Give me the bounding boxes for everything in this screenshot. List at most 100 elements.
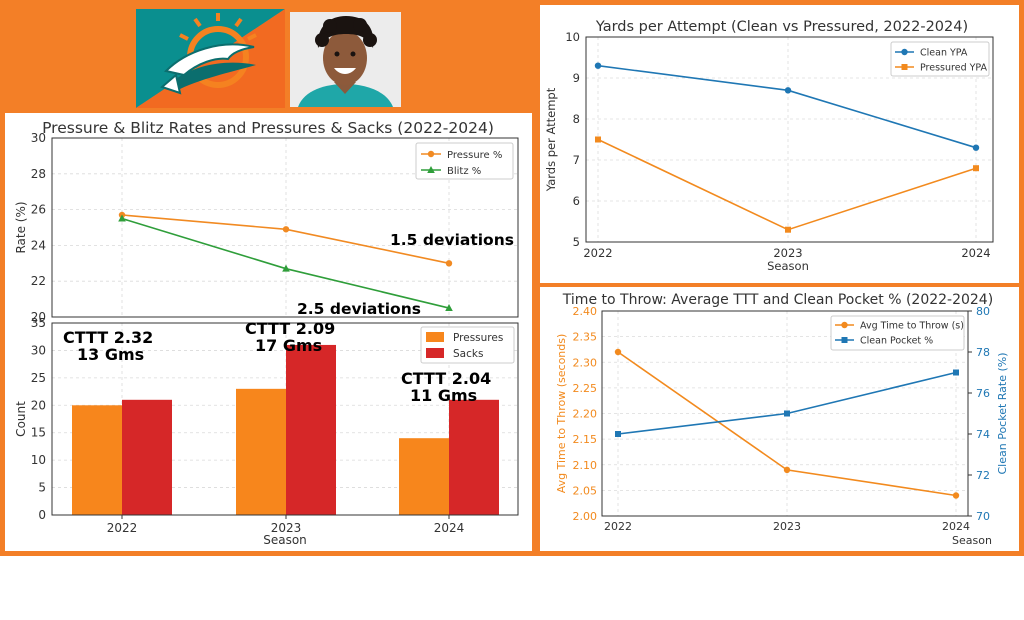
rates-y-tick-label: 28	[31, 167, 46, 181]
ttt-y-tick-label: 2.20	[573, 408, 598, 421]
counts-y-tick-label: 30	[31, 343, 46, 357]
counts-annotation-cttt: CTTT 2.32	[63, 328, 153, 347]
ttt-legend-label: Clean Pocket %	[860, 336, 933, 347]
ypa-legend-marker	[901, 64, 908, 70]
rates-legend-label: Pressure %	[447, 150, 502, 161]
rates-y-tick-label: 24	[31, 238, 46, 252]
ypa-y-tick-label: 5	[573, 235, 580, 249]
ttt-y-tick-label: 2.15	[573, 433, 598, 446]
ttt-chart-panel: Time to Throw: Average TTT and Clean Poc…	[540, 287, 1019, 551]
ttt-x-tick-label: 2022	[604, 520, 632, 533]
counts-bar-0-1	[236, 388, 286, 515]
ttt-y-right-tick-label: 76	[976, 387, 990, 400]
counts-bar-1-1	[286, 344, 336, 515]
counts-y-tick-label: 10	[31, 453, 46, 467]
ypa-chart-title: Yards per Attempt (Clean vs Pressured, 2…	[595, 19, 968, 35]
counts-bar-0-0	[72, 405, 122, 515]
counts-y-tick-label: 0	[38, 508, 46, 522]
ypa-y-tick-label: 9	[573, 71, 580, 85]
ttt-y-tick-label: 2.40	[573, 305, 598, 318]
ypa-legend-box	[890, 41, 990, 77]
counts-y-tick-label: 5	[38, 481, 46, 495]
counts-legend-label: Pressures	[453, 332, 503, 344]
ttt-legend-marker	[841, 337, 848, 343]
rates-legend-label: Blitz %	[447, 166, 481, 177]
rates-annotation: 1.5 deviations	[390, 231, 514, 249]
ttt-y-right-tick-label: 70	[976, 510, 990, 523]
ttt-point-0-1	[783, 466, 791, 474]
counts-legend-label: Sacks	[453, 348, 483, 360]
ttt-x-tick-label: 2023	[773, 520, 801, 533]
ttt-point-1-0	[615, 431, 621, 437]
ypa-point-0-2	[972, 144, 980, 151]
counts-bar-0-2	[399, 438, 449, 515]
ttt-y-tick-label: 2.35	[573, 331, 598, 344]
ttt-legend-box	[830, 315, 965, 351]
pressure-blitz-chart: Pressure & Blitz Rates and Pressures & S…	[14, 119, 519, 547]
ypa-point-0-1	[784, 87, 792, 94]
ypa-chart-panel: Yards per Attempt (Clean vs Pressured, 2…	[540, 5, 1019, 283]
rates-point-0-2	[445, 260, 453, 267]
ttt-y-right-tick-label: 72	[976, 469, 990, 482]
rates-y-axis-label: Rate (%)	[14, 201, 28, 253]
rates-y-tick-label: 26	[31, 203, 46, 217]
ttt-point-1-1	[784, 410, 790, 417]
counts-x-tick-label: 2023	[271, 521, 302, 535]
dolphin-logo-icon	[136, 9, 285, 108]
counts-annotation-games: 13 Gms	[77, 345, 144, 364]
counts-x-tick-label: 2024	[434, 521, 465, 535]
ttt-y-tick-label: 2.00	[573, 510, 598, 523]
team-logo	[136, 9, 285, 108]
ypa-x-axis-label: Season	[767, 259, 809, 273]
counts-annotation-cttt: CTTT 2.04	[401, 369, 491, 388]
rates-legend-marker	[427, 166, 435, 173]
counts-y-axis-label: Count	[14, 401, 28, 437]
ttt-plot-frame	[601, 310, 969, 517]
ttt-chart-title: Time to Throw: Average TTT and Clean Poc…	[562, 292, 993, 308]
ttt-y-tick-label: 2.05	[573, 484, 598, 497]
ttt-point-0-2	[952, 492, 960, 499]
player-headshot-icon	[290, 12, 401, 107]
ypa-series-line-1	[597, 138, 977, 231]
counts-x-tick-label: 2022	[107, 521, 138, 535]
ttt-y-tick-label: 2.25	[573, 382, 598, 395]
ypa-x-tick-label: 2022	[583, 246, 612, 260]
ypa-plot-frame	[585, 36, 994, 243]
ttt-y-right-tick-label: 80	[976, 305, 990, 318]
ttt-legend-label: Avg Time to Throw (s)	[860, 321, 964, 332]
ypa-point-1-0	[595, 136, 601, 143]
rates-y-tick-label: 20	[31, 310, 46, 324]
counts-annotation-games: 17 Gms	[255, 336, 322, 355]
rates-point-1-2	[445, 304, 453, 312]
ttt-y-right-tick-label: 74	[976, 428, 990, 441]
ttt-y-tick-label: 2.10	[573, 459, 598, 472]
ypa-point-0-0	[594, 62, 602, 69]
player-photo	[290, 12, 401, 107]
ttt-x-tick-label: 2024	[942, 520, 970, 533]
counts-annotation-games: 11 Gms	[410, 386, 477, 405]
counts-x-axis-label: Season	[263, 533, 307, 547]
rates-chart-title: Pressure & Blitz Rates and Pressures & S…	[42, 119, 494, 137]
ypa-y-tick-label: 7	[573, 153, 580, 167]
ttt-y-right-axis-label: Clean Pocket Rate (%)	[996, 352, 1009, 474]
counts-annotation-cttt: CTTT 2.09	[245, 319, 335, 338]
counts-y-tick-label: 15	[31, 426, 46, 440]
rates-y-tick-label: 22	[31, 274, 46, 288]
ypa-x-tick-label: 2024	[961, 246, 990, 260]
rates-y-tick-label: 30	[31, 131, 46, 145]
ypa-chart: Yards per Attempt (Clean vs Pressured, 2…	[544, 19, 994, 273]
ypa-y-axis-label: Yards per Attempt	[544, 87, 558, 192]
rates-plot-frame	[51, 137, 519, 318]
counts-bar-1-0	[122, 399, 172, 515]
ypa-y-tick-label: 8	[573, 112, 580, 126]
ttt-y-right-tick-label: 78	[976, 346, 990, 359]
counts-legend-box	[420, 326, 515, 364]
rates-point-1-0	[118, 214, 126, 222]
counts-bar-1-2	[449, 399, 499, 515]
rates-point-0-1	[282, 226, 290, 233]
rates-legend-marker	[427, 150, 435, 158]
ypa-x-tick-label: 2023	[773, 246, 802, 260]
ttt-x-axis-label: Season	[952, 534, 992, 547]
ttt-point-1-2	[953, 369, 959, 376]
rates-annotation: 2.5 deviations	[297, 300, 421, 318]
